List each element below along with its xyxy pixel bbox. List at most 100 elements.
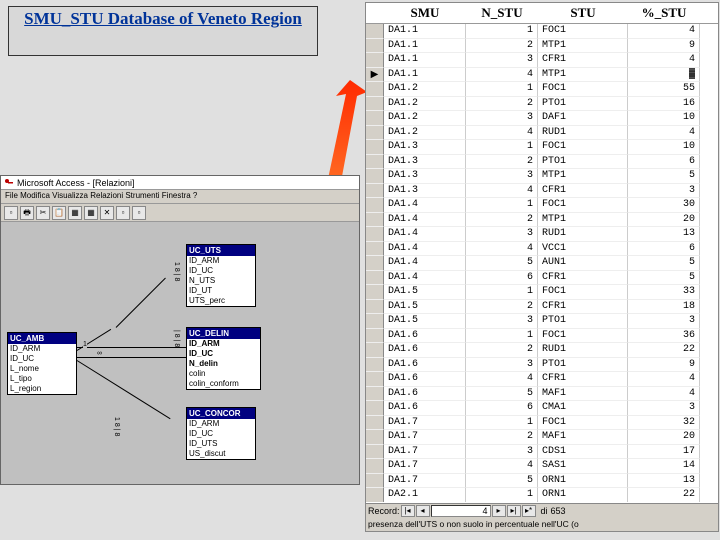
row-selector[interactable]: ▶ xyxy=(366,68,384,83)
cell-stu[interactable]: FOC1 xyxy=(538,82,628,97)
table-row[interactable]: DA1.73CDS117 xyxy=(366,445,718,460)
row-selector[interactable] xyxy=(366,155,384,170)
cell-pct[interactable]: 55 xyxy=(628,82,700,97)
cell-stu[interactable]: ORN1 xyxy=(538,488,628,502)
table-row[interactable]: DA1.72MAF120 xyxy=(366,430,718,445)
cell-smu[interactable]: DA1.1 xyxy=(384,24,466,39)
cell-pct[interactable]: 5 xyxy=(628,169,700,184)
cell-nstu[interactable]: 3 xyxy=(466,445,538,460)
cell-pct[interactable]: 9 xyxy=(628,358,700,373)
table-uc-uts[interactable]: UC_UTS ID_ARM ID_UC N_UTS ID_UT UTS_perc xyxy=(186,244,256,307)
cell-nstu[interactable]: 3 xyxy=(466,53,538,68)
cell-nstu[interactable]: 3 xyxy=(466,227,538,242)
cell-smu[interactable]: DA1.5 xyxy=(384,314,466,329)
row-selector[interactable] xyxy=(366,169,384,184)
row-selector[interactable] xyxy=(366,329,384,344)
cell-pct[interactable]: 18 xyxy=(628,300,700,315)
cell-smu[interactable]: DA1.6 xyxy=(384,372,466,387)
cell-stu[interactable]: PTO1 xyxy=(538,155,628,170)
cell-nstu[interactable]: 5 xyxy=(466,474,538,489)
table-row[interactable]: DA1.51FOC133 xyxy=(366,285,718,300)
row-selector[interactable] xyxy=(366,53,384,68)
nav-next-button[interactable]: ▸ xyxy=(492,505,506,517)
table-row[interactable]: DA1.13CFR14 xyxy=(366,53,718,68)
cell-smu[interactable]: DA1.7 xyxy=(384,430,466,445)
cell-pct[interactable]: 36 xyxy=(628,329,700,344)
cell-stu[interactable]: FOC1 xyxy=(538,329,628,344)
table-uc-concor[interactable]: UC_CONCOR ID_ARM ID_UC ID_UTS US_discut xyxy=(186,407,256,460)
cell-pct[interactable]: 6 xyxy=(628,155,700,170)
cell-nstu[interactable]: 3 xyxy=(466,314,538,329)
cell-nstu[interactable]: 1 xyxy=(466,285,538,300)
nav-first-button[interactable]: |◂ xyxy=(401,505,415,517)
cell-smu[interactable]: DA1.3 xyxy=(384,155,466,170)
cell-nstu[interactable]: 2 xyxy=(466,430,538,445)
cell-pct[interactable]: 16 xyxy=(628,97,700,112)
table-row[interactable]: DA1.44VCC16 xyxy=(366,242,718,257)
cell-smu[interactable]: DA1.4 xyxy=(384,227,466,242)
toolbar-btn[interactable]: 📋 xyxy=(52,206,66,220)
col-header-pct[interactable]: %_STU xyxy=(628,3,700,23)
table-row[interactable]: DA1.43RUD113 xyxy=(366,227,718,242)
cell-pct[interactable]: 13 xyxy=(628,227,700,242)
cell-stu[interactable]: RUD1 xyxy=(538,343,628,358)
row-selector[interactable] xyxy=(366,198,384,213)
cell-nstu[interactable]: 1 xyxy=(466,329,538,344)
cell-smu[interactable]: DA1.2 xyxy=(384,126,466,141)
cell-smu[interactable]: DA1.1 xyxy=(384,39,466,54)
cell-pct[interactable]: 10 xyxy=(628,140,700,155)
cell-smu[interactable]: DA1.2 xyxy=(384,111,466,126)
table-row[interactable]: DA1.75ORN113 xyxy=(366,474,718,489)
table-row[interactable]: DA1.34CFR13 xyxy=(366,184,718,199)
cell-stu[interactable]: FOC1 xyxy=(538,24,628,39)
row-selector[interactable] xyxy=(366,401,384,416)
cell-stu[interactable]: FOC1 xyxy=(538,140,628,155)
cell-pct[interactable]: 22 xyxy=(628,343,700,358)
table-row[interactable]: DA1.21FOC155 xyxy=(366,82,718,97)
cell-stu[interactable]: RUD1 xyxy=(538,227,628,242)
table-row[interactable]: DA1.33MTP15 xyxy=(366,169,718,184)
row-selector[interactable] xyxy=(366,285,384,300)
cell-smu[interactable]: DA1.5 xyxy=(384,300,466,315)
cell-stu[interactable]: PTO1 xyxy=(538,358,628,373)
cell-pct[interactable]: 4 xyxy=(628,53,700,68)
cell-stu[interactable]: CFR1 xyxy=(538,271,628,286)
table-row[interactable]: DA1.11FOC14 xyxy=(366,24,718,39)
cell-pct[interactable]: 14 xyxy=(628,459,700,474)
cell-stu[interactable]: MTP1 xyxy=(538,213,628,228)
cell-smu[interactable]: DA1.6 xyxy=(384,387,466,402)
col-header-stu[interactable]: STU xyxy=(538,3,628,23)
cell-smu[interactable]: DA1.7 xyxy=(384,416,466,431)
cell-nstu[interactable]: 1 xyxy=(466,24,538,39)
cell-pct[interactable]: 33 xyxy=(628,285,700,300)
cell-smu[interactable]: DA1.6 xyxy=(384,329,466,344)
cell-smu[interactable]: DA1.4 xyxy=(384,198,466,213)
cell-pct[interactable]: 10 xyxy=(628,111,700,126)
cell-stu[interactable]: MTP1 xyxy=(538,68,628,83)
cell-stu[interactable]: DAF1 xyxy=(538,111,628,126)
table-row[interactable]: DA1.45AUN15 xyxy=(366,256,718,271)
toolbar-btn[interactable]: ▦ xyxy=(68,206,82,220)
cell-nstu[interactable]: 5 xyxy=(466,256,538,271)
row-selector[interactable] xyxy=(366,111,384,126)
cell-smu[interactable]: DA1.3 xyxy=(384,169,466,184)
row-selector[interactable] xyxy=(366,24,384,39)
row-selector[interactable] xyxy=(366,459,384,474)
record-number-input[interactable] xyxy=(431,505,491,517)
toolbar-btn[interactable]: ▫ xyxy=(132,206,146,220)
cell-stu[interactable]: CFR1 xyxy=(538,372,628,387)
cell-smu[interactable]: DA2.1 xyxy=(384,488,466,502)
toolbar-btn[interactable]: ✂ xyxy=(36,206,50,220)
cell-smu[interactable]: DA1.3 xyxy=(384,184,466,199)
cell-pct[interactable]: 3 xyxy=(628,314,700,329)
row-selector[interactable] xyxy=(366,314,384,329)
cell-pct[interactable]: 17 xyxy=(628,445,700,460)
cell-nstu[interactable]: 3 xyxy=(466,358,538,373)
cell-smu[interactable]: DA1.7 xyxy=(384,459,466,474)
cell-nstu[interactable]: 6 xyxy=(466,271,538,286)
cell-nstu[interactable]: 4 xyxy=(466,242,538,257)
cell-nstu[interactable]: 2 xyxy=(466,343,538,358)
row-selector[interactable] xyxy=(366,271,384,286)
cell-nstu[interactable]: 4 xyxy=(466,372,538,387)
cell-pct[interactable]: 3 xyxy=(628,184,700,199)
